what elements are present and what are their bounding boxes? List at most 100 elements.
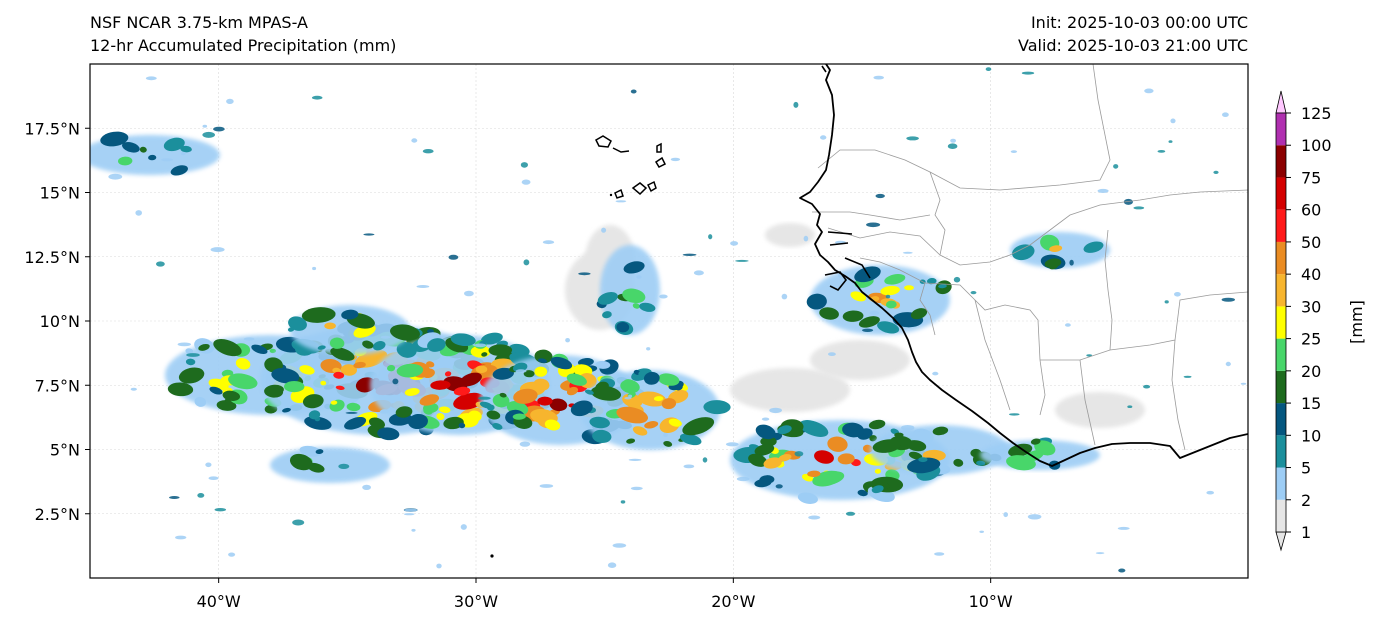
cape-verde-island bbox=[595, 135, 612, 148]
precip-cell bbox=[537, 358, 548, 364]
lon-tick-label: 40°W bbox=[197, 592, 241, 611]
precip-area bbox=[270, 447, 390, 483]
precip-cell bbox=[213, 339, 242, 357]
precip-cell bbox=[403, 513, 415, 516]
island-dot bbox=[609, 193, 613, 197]
lat-tick-label: 12.5°N bbox=[24, 248, 80, 267]
precip-cell bbox=[630, 486, 643, 491]
precip-cell bbox=[387, 364, 396, 372]
precip-cell bbox=[520, 162, 529, 168]
precip-cell bbox=[1127, 405, 1133, 409]
precip-cell bbox=[566, 373, 587, 386]
precip-cell bbox=[646, 347, 651, 351]
precip-area bbox=[810, 340, 910, 380]
precip-cell bbox=[302, 394, 324, 409]
precip-cell bbox=[1143, 384, 1151, 389]
precip-cell bbox=[1164, 300, 1169, 304]
precip-cell bbox=[169, 496, 180, 499]
precip-cell bbox=[570, 400, 593, 417]
precip-cell bbox=[1206, 490, 1214, 495]
precip-cell bbox=[317, 345, 326, 350]
colorbar-bin bbox=[1276, 370, 1286, 404]
precip-cell bbox=[185, 358, 196, 366]
precip-cell bbox=[828, 352, 836, 356]
precip-cell bbox=[464, 290, 474, 297]
precip-cell bbox=[1003, 512, 1008, 518]
precip-cell bbox=[344, 416, 367, 430]
precip-cell bbox=[842, 422, 865, 438]
precip-cell bbox=[458, 422, 466, 429]
colorbar-level-label: 1 bbox=[1301, 523, 1311, 542]
lat-tick-label: 7.5°N bbox=[35, 376, 80, 395]
precip-cell bbox=[513, 388, 538, 404]
precip-cell bbox=[623, 261, 645, 274]
precip-cell bbox=[1240, 382, 1247, 385]
precip-cell bbox=[363, 233, 375, 236]
precip-cell bbox=[333, 371, 345, 379]
precip-cell bbox=[186, 353, 200, 357]
precip-cell bbox=[304, 416, 332, 430]
precip-cell bbox=[210, 247, 225, 253]
lat-tick-label: 17.5°N bbox=[24, 119, 80, 138]
precip-cell bbox=[674, 384, 683, 391]
country-border bbox=[1171, 339, 1186, 451]
precip-cell bbox=[550, 356, 573, 370]
precip-cell bbox=[228, 373, 258, 390]
lat-tick-label: 2.5°N bbox=[35, 505, 80, 524]
precip-cell bbox=[427, 338, 446, 352]
precip-cell bbox=[205, 462, 212, 468]
colorbar-extend-min bbox=[1275, 531, 1287, 552]
precip-area bbox=[730, 368, 850, 412]
cape-verde-island bbox=[631, 182, 648, 196]
precip-cell bbox=[1030, 438, 1041, 445]
precip-cell bbox=[659, 294, 668, 299]
precip-cell bbox=[315, 449, 324, 455]
model-title: NSF NCAR 3.75-km MPAS-A bbox=[90, 13, 308, 32]
precip-cell bbox=[902, 251, 913, 254]
precip-cell bbox=[330, 400, 338, 405]
precip-cell bbox=[353, 361, 366, 369]
precip-cell bbox=[578, 272, 591, 276]
precip-cell bbox=[1009, 413, 1020, 416]
precip-cell bbox=[380, 335, 391, 339]
precip-cell bbox=[269, 348, 276, 354]
precip-cell bbox=[927, 277, 937, 285]
precip-cell bbox=[845, 511, 856, 516]
precip-cell bbox=[873, 75, 884, 80]
precip-cell bbox=[584, 389, 594, 395]
precip-cell bbox=[178, 367, 205, 384]
precip-cell bbox=[396, 341, 417, 358]
precip-cell bbox=[1133, 206, 1145, 210]
precip-cell bbox=[1113, 164, 1119, 169]
colorbar-level-label: 100 bbox=[1301, 136, 1332, 155]
precip-cell bbox=[243, 337, 255, 341]
precip-cell bbox=[404, 508, 418, 512]
precip-cell bbox=[806, 293, 827, 310]
precip-cell bbox=[448, 254, 459, 260]
lon-tick-label: 20°W bbox=[711, 592, 755, 611]
colorbar-bin bbox=[1276, 499, 1286, 532]
precip-cell bbox=[632, 303, 640, 309]
precip-cell bbox=[156, 261, 165, 267]
colorbar-level-label: 2 bbox=[1301, 491, 1311, 510]
precip-cell bbox=[139, 146, 147, 153]
precip-cell bbox=[644, 421, 659, 429]
colorbar-level-label: 10 bbox=[1301, 426, 1321, 445]
cape-verde-island bbox=[646, 180, 657, 193]
precip-cell bbox=[185, 348, 194, 354]
axes: 40°W 30°W 20°W 10°W 2.5°N 5°N 7.5°N 10°N 12.5°N 1… bbox=[24, 119, 1013, 611]
colorbar-level-label: 20 bbox=[1301, 362, 1321, 381]
precip-cell bbox=[209, 386, 223, 395]
precip-cell bbox=[1225, 361, 1231, 367]
precip-cell bbox=[906, 440, 927, 452]
country-border bbox=[1079, 359, 1096, 446]
precip-cell bbox=[436, 563, 442, 569]
precip-cell bbox=[663, 432, 668, 437]
country-border bbox=[1040, 291, 1248, 361]
precip-cell bbox=[180, 151, 186, 156]
precip-cell bbox=[755, 424, 776, 440]
precip-cell bbox=[769, 407, 782, 414]
colorbar-bin bbox=[1276, 177, 1286, 210]
precip-cell bbox=[639, 302, 656, 312]
